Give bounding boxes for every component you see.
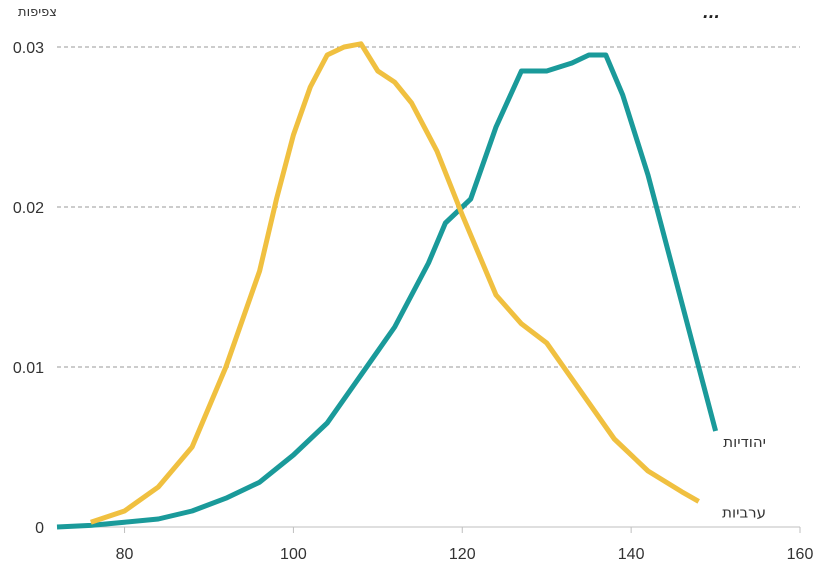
chart-title: ... <box>703 4 720 22</box>
gridlines <box>57 46 800 368</box>
y-tick-label: 0 <box>35 520 44 537</box>
x-tick-label: 120 <box>449 546 476 563</box>
series-line-0 <box>56 52 719 530</box>
y-tick-label: 0.03 <box>13 40 44 57</box>
axes: 0 0.01 0.02 0.03 80 100 120 140 160 <box>13 40 814 563</box>
series-label-1: ערביות <box>722 503 766 521</box>
series-labels: יהודיות ערביות <box>722 433 766 521</box>
y-tick-label: 0.01 <box>13 360 44 377</box>
series-label-0: יהודיות <box>723 433 766 451</box>
y-axis-title: צפיפות <box>18 5 57 20</box>
x-tick-label: 80 <box>116 546 134 563</box>
x-tick-label: 140 <box>618 546 645 563</box>
series-lines <box>56 41 719 530</box>
series-line-1 <box>90 41 700 525</box>
x-tick-label: 100 <box>280 546 307 563</box>
x-tick-label: 160 <box>787 546 814 563</box>
y-tick-label: 0.02 <box>13 200 44 217</box>
